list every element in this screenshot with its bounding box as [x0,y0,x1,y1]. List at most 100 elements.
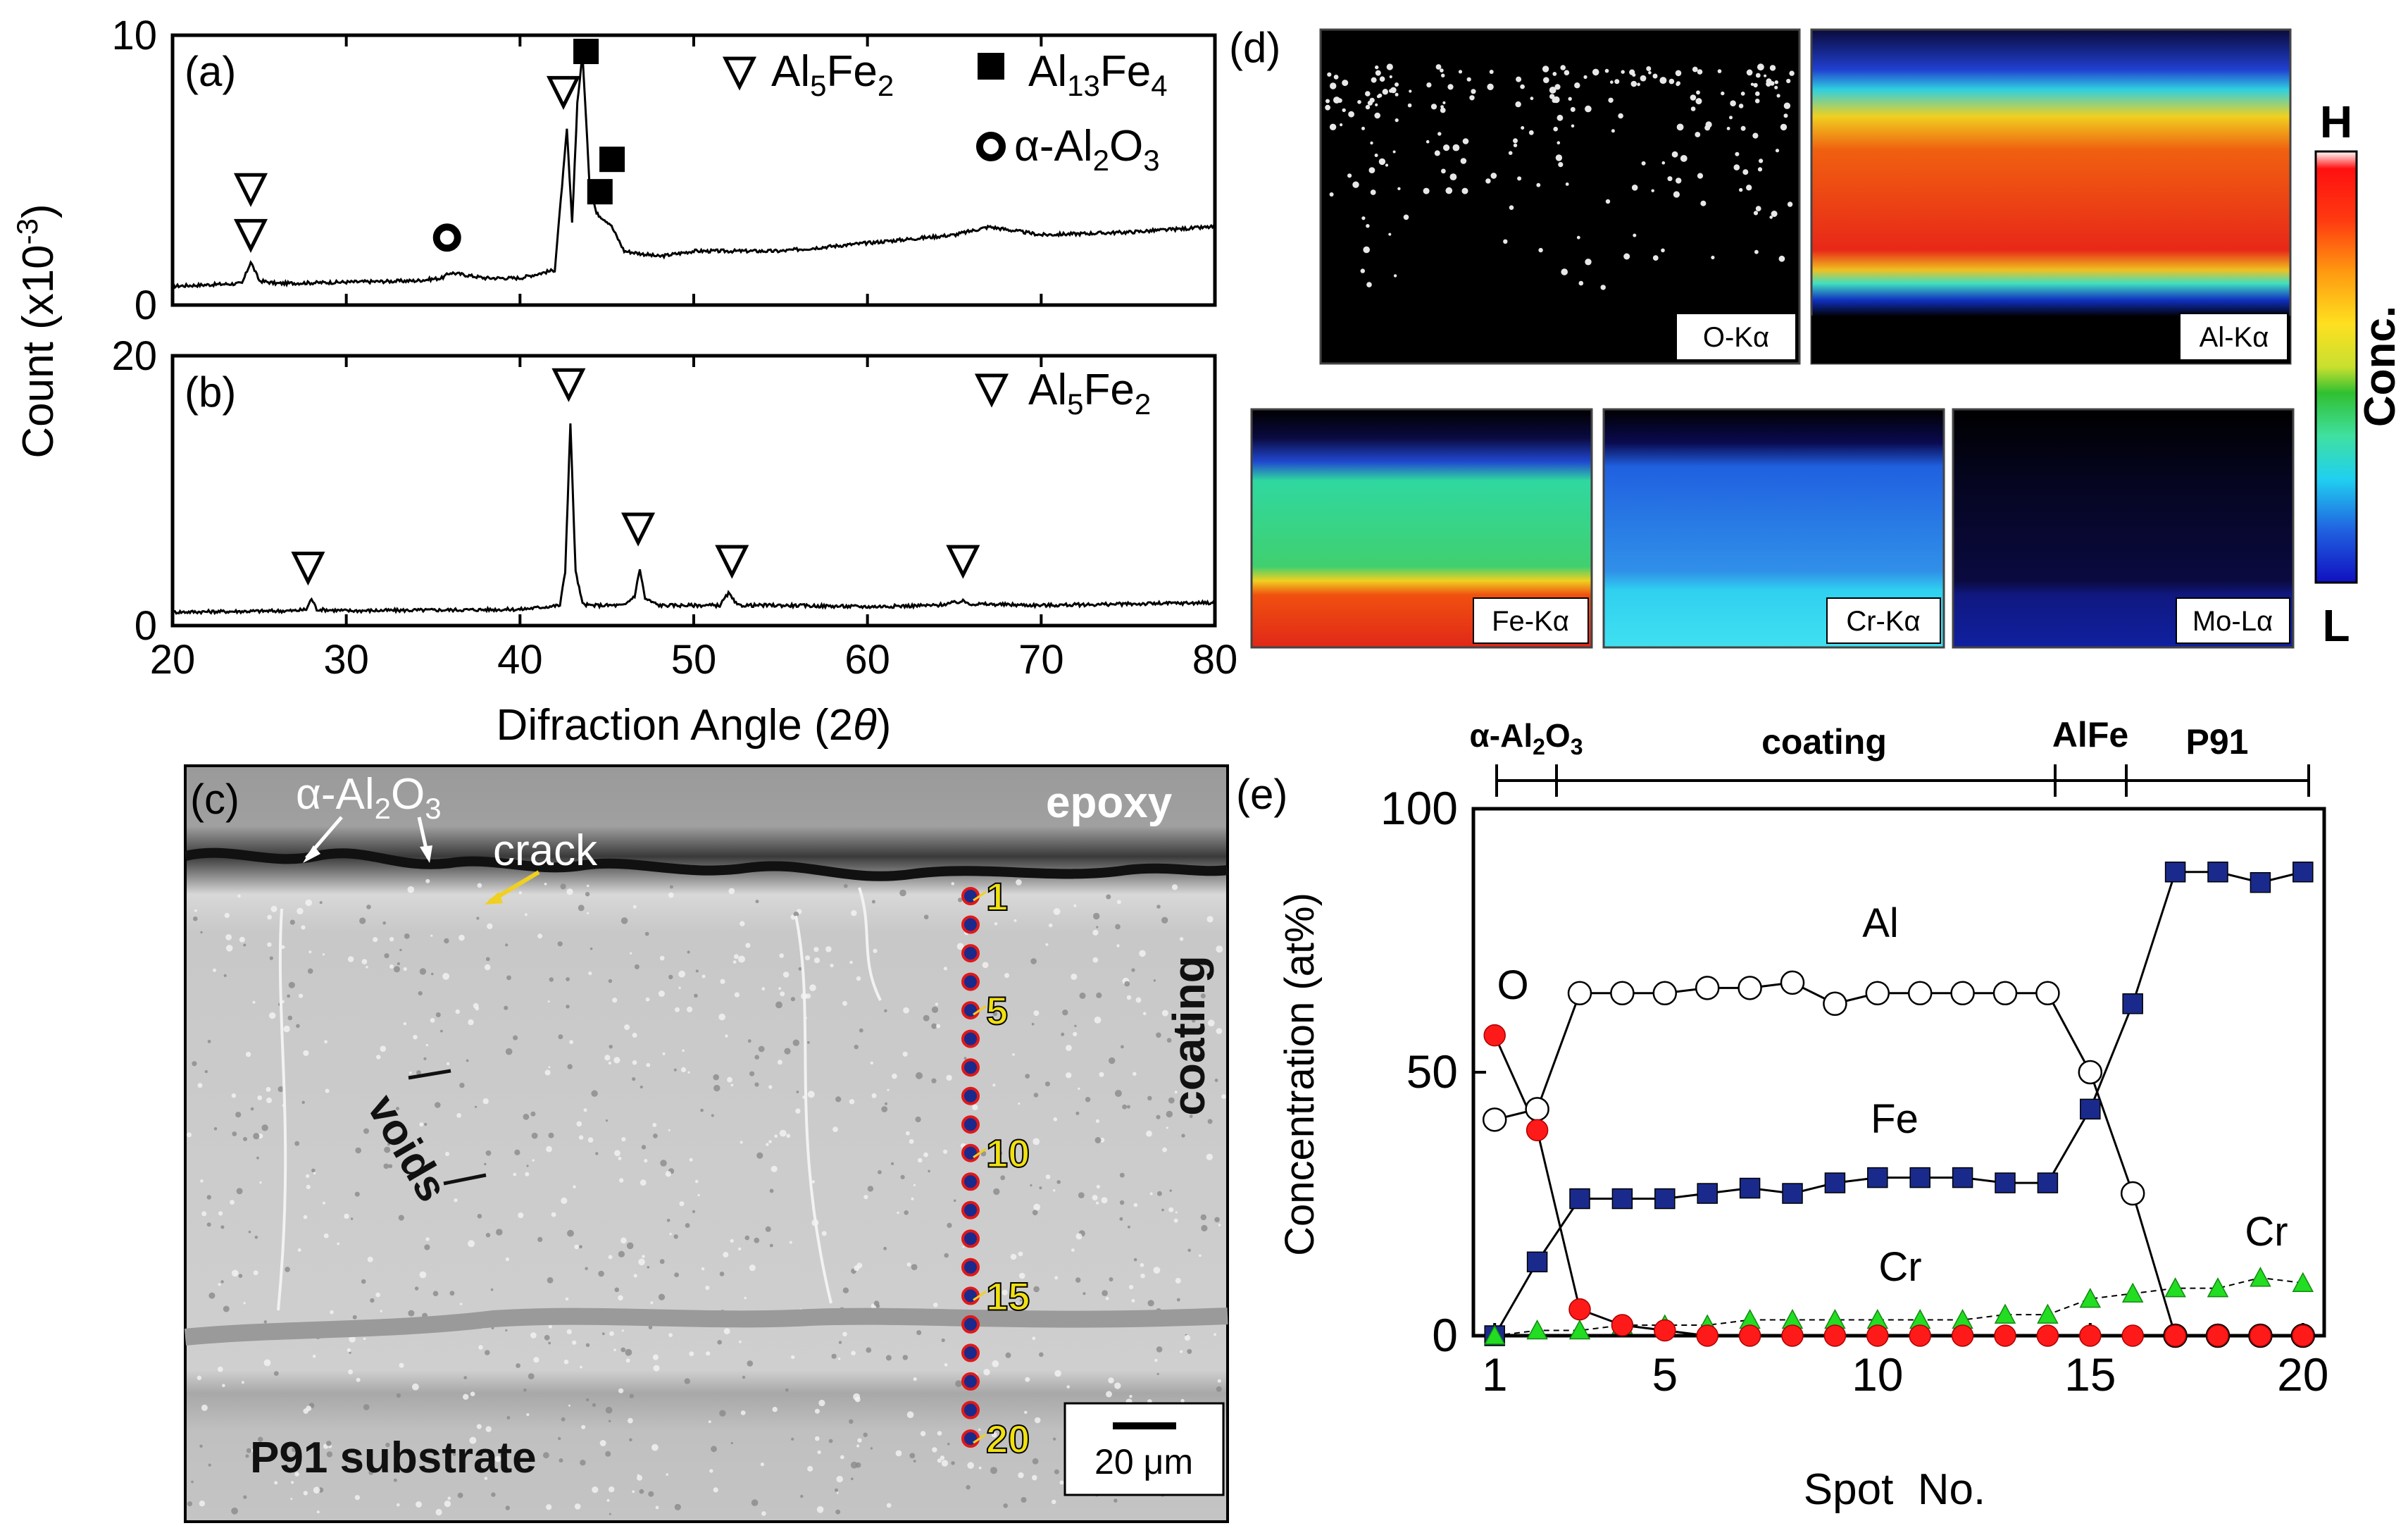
sem-grain [719,1410,726,1417]
sem-grain [916,1072,923,1079]
sem-grain [601,1332,605,1336]
oxygen-dot [1455,145,1459,149]
spot-leader [973,890,987,902]
sem-grain [728,888,735,895]
oxygen-dot [1757,63,1764,71]
sem-grain [951,1461,955,1465]
fe-point [2122,993,2143,1014]
sem-grain [1071,1248,1075,1252]
sem-grain [909,1453,916,1459]
eds-spot [961,1429,980,1448]
sem-grain [1156,1372,1159,1375]
sem-grain [955,1380,962,1387]
sem-grain [396,1393,401,1398]
sem-grain [1018,1251,1023,1257]
oxygen-dot [1352,181,1359,188]
sem-grain [626,1242,634,1250]
oxygen-dot [1555,154,1563,161]
sem-grain [578,1135,584,1140]
sem-grain [394,966,400,973]
oxygen-dot [1509,205,1514,211]
oxygen-dot [1517,176,1522,181]
oxygen-dot [1769,65,1776,71]
sem-grain [1093,912,1100,920]
sem-grain [634,964,640,969]
oxygen-dot [1530,97,1534,101]
sem-grain [494,1455,501,1463]
eds-spot [961,1343,980,1362]
sem-grain [619,1178,624,1183]
sem-grain [668,1129,670,1131]
sem-grain [218,1211,223,1216]
sem-grain [730,1441,733,1445]
oxygen-dot [1513,138,1518,144]
sem-grain [1161,1208,1164,1212]
sem-grain [947,1222,952,1228]
oxygen-dot [1515,101,1521,108]
legend-circle-icon [976,132,1006,161]
sem-grain [796,1091,799,1093]
sem-grain [1025,1377,1030,1382]
sem-grain [754,1082,759,1087]
sem-grain [605,1119,609,1122]
sem-grain [849,1099,855,1105]
y-tick-label: 20 [111,333,157,379]
legend-al5fe2: Al5Fe2 [771,47,894,102]
sem-grain [531,1132,538,1139]
sem-grain [1000,1175,1006,1181]
sem-grain [1079,992,1086,999]
sem-grain [992,1083,996,1087]
sem-grain [201,1211,207,1217]
concentration-colorbar: H L Conc. [2314,97,2404,651]
sem-grain [322,1201,325,1205]
sem-grain [644,1159,648,1163]
sem-grain [967,1462,974,1469]
sem-grain [884,1009,887,1013]
sem-grain [1078,1087,1080,1091]
oxygen-dot [1552,98,1557,104]
sem-grain [614,1150,620,1157]
oxygen-dot [1618,113,1623,119]
sem-grain [263,1359,271,1367]
sem-grain [1073,1031,1078,1036]
sem-grain [193,916,198,921]
sem-grain [652,1123,657,1127]
sem-grain [425,878,430,883]
colorbar [2314,150,2358,584]
sem-grain [468,1240,475,1248]
sem-grain [674,1272,679,1277]
sem-grain [223,1305,230,1312]
sem-grain [754,1237,760,1243]
sem-grain [1207,1119,1213,1124]
cr-point [1568,1319,1591,1340]
sem-grain [424,1244,430,1250]
sem-grain [958,898,963,902]
sem-grain [1131,1298,1135,1303]
sem-grain [348,1369,354,1374]
sem-texture [187,878,1226,1516]
sem-grain [832,1126,838,1132]
sem-grain [548,1132,554,1138]
sem-grain [585,1267,588,1270]
sem-grain [187,1501,192,1507]
sem-grain [263,1320,267,1324]
series-label-cr-mid: Cr [1878,1244,1921,1290]
sem-grain [818,1399,825,1407]
oxygen-dot [1700,200,1707,206]
sem-grain [235,1112,242,1118]
sem-grain [463,1393,469,1401]
oxygen-dot [1348,111,1354,118]
sem-grain [1189,1114,1193,1119]
sem-grain [915,1116,921,1123]
sem-grain [363,1128,369,1134]
sem-grain [655,1505,659,1510]
sem-grain [758,1045,765,1052]
al-point [2035,981,2060,1006]
sem-grain [1187,1348,1192,1354]
sem-grain [261,1124,268,1131]
sem-grain [1066,1045,1072,1051]
sem-grain [303,1491,308,1496]
sem-grain [1216,1386,1222,1392]
sem-grain [389,937,394,942]
o-point [1823,1324,1847,1347]
